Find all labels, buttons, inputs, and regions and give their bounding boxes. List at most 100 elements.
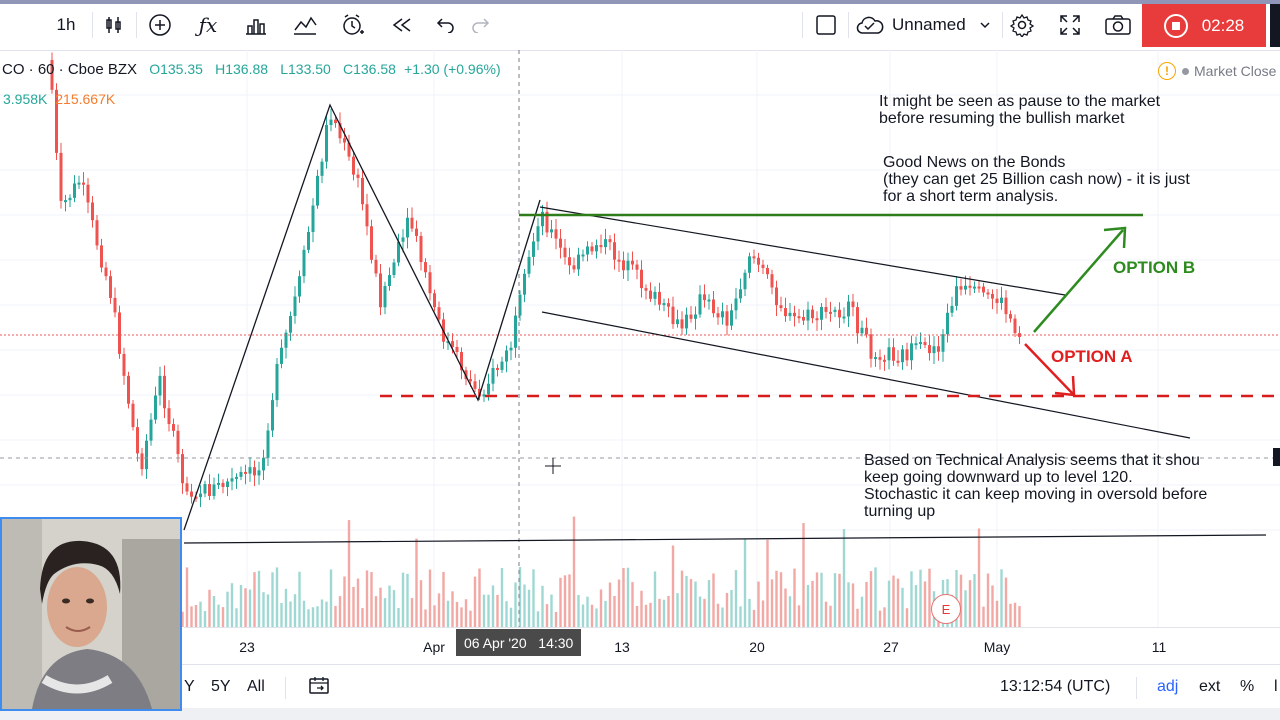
candle-body	[455, 346, 459, 353]
candle-body	[770, 274, 774, 288]
time-axis[interactable]: 23 Apr 13 20 27 May 11	[184, 627, 1280, 664]
price-chart[interactable]	[0, 50, 1280, 627]
candle-body	[725, 311, 729, 326]
option-a-label[interactable]: OPTION A	[1051, 347, 1133, 366]
volume-bar	[181, 611, 184, 627]
option-b-label[interactable]: OPTION B	[1113, 258, 1196, 277]
volume-bar	[986, 573, 990, 627]
note-pause[interactable]: It might be seen as pause to the market …	[879, 93, 1161, 127]
channel-lower-line[interactable]	[541, 311, 1191, 439]
candle-body	[410, 217, 414, 229]
adj-toggle[interactable]: adj	[1157, 678, 1179, 695]
redo-icon[interactable]	[468, 6, 492, 44]
candle-body	[707, 299, 711, 302]
candle-body	[523, 273, 526, 295]
candle-body	[712, 299, 715, 314]
range-y-button[interactable]: Y	[184, 678, 195, 695]
ext-toggle[interactable]: ext	[1199, 678, 1221, 695]
camera-icon[interactable]	[1102, 6, 1134, 44]
clock-time[interactable]: 13:12:54 (UTC)	[1000, 678, 1111, 695]
volume-bar	[743, 538, 747, 627]
candle-body	[122, 353, 126, 376]
volume-bar	[658, 598, 661, 627]
candle-body	[680, 319, 684, 329]
candle-body	[950, 305, 954, 313]
candle-body	[271, 400, 274, 431]
channel-upper-line[interactable]	[539, 206, 1066, 296]
compare-icon[interactable]	[290, 6, 320, 44]
volume-bar	[766, 539, 769, 627]
candle-body	[518, 294, 522, 316]
candle-body	[622, 260, 625, 271]
volume-bar	[995, 600, 999, 627]
volume-bar	[721, 607, 724, 627]
log-toggle[interactable]: l	[1274, 678, 1278, 695]
long-trend-line[interactable]	[183, 534, 1267, 544]
range-all-button[interactable]: All	[247, 678, 265, 695]
volume-bar	[446, 600, 450, 627]
volume-bar	[401, 572, 405, 627]
volume-bar	[1009, 603, 1012, 627]
market-status[interactable]: ! Market Close	[1158, 62, 1276, 80]
candle-body	[766, 267, 769, 275]
undo-icon[interactable]	[434, 6, 458, 44]
bar-style-icon[interactable]	[100, 6, 128, 44]
recording-timer-button[interactable]: 02:28	[1142, 4, 1266, 47]
volume-bar	[914, 585, 918, 627]
volume-bar	[469, 610, 472, 627]
zigzag-drawing[interactable]	[183, 103, 541, 531]
candle-body	[289, 316, 292, 333]
candle-body	[1018, 333, 1021, 338]
alert-icon[interactable]	[338, 6, 368, 44]
candle-body	[64, 200, 67, 203]
volume-bar	[572, 516, 576, 627]
volume-bar	[347, 520, 351, 627]
range-5y-button[interactable]: 5Y	[211, 678, 231, 695]
candle-body	[140, 453, 144, 470]
settings-gear-icon[interactable]	[1008, 6, 1036, 44]
candle-body	[941, 334, 945, 352]
note-bonds[interactable]: Good News on the Bonds (they can get 25 …	[883, 154, 1190, 205]
option-a-arrow[interactable]	[1024, 343, 1074, 395]
layout-name-button[interactable]: Unnamed	[856, 6, 996, 44]
toolbar-divider	[1136, 677, 1137, 699]
candle-body	[887, 347, 891, 361]
candle-body	[401, 237, 405, 242]
option-b-arrow[interactable]	[1033, 229, 1124, 333]
candle-body	[136, 427, 139, 454]
fullscreen-icon[interactable]	[1056, 6, 1084, 44]
candle-body	[176, 430, 180, 455]
percent-toggle[interactable]: %	[1240, 678, 1255, 695]
candle-body	[716, 313, 720, 318]
candle-body	[793, 312, 796, 317]
volume-bar	[316, 606, 319, 627]
time-axis-label: 11	[1151, 639, 1167, 655]
candle-body	[446, 341, 450, 344]
earnings-marker[interactable]: E	[931, 594, 961, 624]
candle-body	[113, 297, 117, 313]
note-technical-analysis[interactable]: Based on Technical Analysis seems that i…	[864, 452, 1208, 520]
volume-bar	[208, 589, 211, 627]
fx-icon[interactable]: ƒx	[198, 13, 218, 37]
candle-body	[734, 298, 738, 311]
add-indicator-icon[interactable]	[146, 6, 174, 44]
volume-bar	[617, 579, 621, 627]
select-square-icon[interactable]	[812, 6, 840, 44]
volume-bar	[869, 571, 873, 627]
volume-bar	[622, 567, 625, 627]
volume-bar	[356, 578, 360, 627]
volume-bar	[851, 583, 855, 627]
candle-body	[514, 315, 517, 348]
interval-button[interactable]: 1h	[56, 15, 76, 34]
templates-icon[interactable]	[242, 6, 270, 44]
goto-date-icon[interactable]	[308, 675, 330, 700]
volume-bar	[442, 571, 445, 627]
replay-icon[interactable]	[388, 6, 416, 44]
volume-bar	[842, 529, 846, 627]
candle-body	[302, 249, 306, 277]
candle-body	[923, 342, 927, 346]
symbol-name[interactable]: CO · 60 · Cboe BZX	[2, 61, 138, 78]
status-dot-icon	[1182, 67, 1189, 75]
volume-bar	[770, 579, 774, 627]
time-axis-label: May	[983, 639, 1011, 655]
